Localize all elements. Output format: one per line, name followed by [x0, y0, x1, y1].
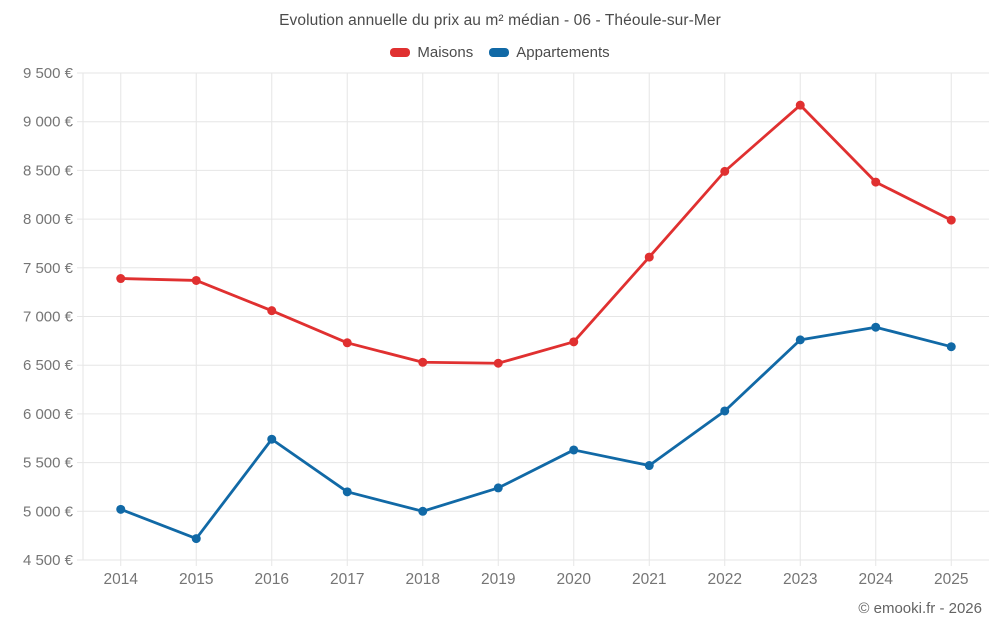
appartements-swatch-icon	[489, 48, 510, 57]
series-line-appartements	[119, 325, 953, 540]
data-point-appartements	[871, 322, 881, 332]
x-axis-tick-label: 2022	[708, 571, 742, 588]
y-axis-tick-label: 5 000 €	[23, 503, 74, 520]
data-point-maisons	[795, 100, 805, 110]
y-axis-tick-label: 7 000 €	[23, 309, 74, 326]
data-point-maisons	[493, 358, 503, 368]
x-axis-tick-label: 2021	[632, 571, 666, 588]
data-point-appartements	[720, 406, 730, 416]
y-axis-tick-label: 9 000 €	[23, 114, 74, 131]
y-axis-tick-label: 6 000 €	[23, 406, 74, 423]
legend-item-maisons[interactable]: Maisons	[390, 44, 473, 61]
data-point-maisons	[946, 215, 956, 225]
data-point-maisons	[342, 338, 352, 348]
legend-label-maisons: Maisons	[417, 44, 474, 61]
data-point-appartements	[493, 483, 503, 493]
data-point-appartements	[342, 487, 352, 497]
x-axis-tick-label: 2017	[330, 571, 364, 588]
data-point-maisons	[644, 252, 654, 262]
data-point-maisons	[871, 177, 881, 187]
x-axis-tick-label: 2016	[255, 571, 289, 588]
data-point-appartements	[116, 504, 126, 514]
data-point-maisons	[191, 275, 201, 285]
legend-item-appartements[interactable]: Appartements	[489, 44, 610, 61]
y-axis-tick-label: 6 500 €	[23, 357, 74, 374]
y-axis-tick-label: 8 000 €	[23, 211, 74, 228]
series-line-maisons	[119, 103, 953, 365]
data-point-appartements	[644, 461, 654, 471]
data-point-appartements	[795, 335, 805, 345]
data-point-appartements	[418, 506, 428, 516]
x-axis-tick-label: 2025	[934, 571, 968, 588]
x-axis-tick-label: 2015	[179, 571, 213, 588]
x-axis-tick-label: 2023	[783, 571, 817, 588]
x-axis-tick-label: 2014	[104, 571, 139, 588]
data-point-maisons	[418, 357, 428, 367]
maisons-swatch-icon	[390, 48, 411, 57]
x-axis-tick-label: 2018	[406, 571, 440, 588]
y-axis-tick-label: 9 500 €	[23, 65, 74, 82]
data-point-maisons	[116, 274, 126, 284]
y-axis-tick-label: 5 500 €	[23, 455, 74, 472]
data-point-maisons	[720, 166, 730, 176]
data-point-appartements	[267, 434, 277, 444]
x-axis-tick-label: 2020	[557, 571, 592, 588]
data-point-appartements	[569, 445, 579, 455]
chart-legend: Maisons Appartements	[0, 44, 1000, 61]
y-axis-tick-label: 7 500 €	[23, 260, 74, 277]
y-axis-tick-label: 8 500 €	[23, 162, 74, 179]
x-axis-tick-label: 2019	[481, 571, 515, 588]
data-point-appartements	[946, 342, 956, 352]
data-point-maisons	[267, 306, 277, 316]
footer-credit: © emooki.fr - 2026	[858, 600, 982, 617]
y-axis-tick-label: 4 500 €	[23, 552, 74, 569]
x-axis-tick-label: 2024	[859, 571, 894, 588]
legend-label-appartements: Appartements	[516, 44, 610, 61]
data-point-appartements	[191, 534, 201, 544]
chart-title: Evolution annuelle du prix au m² médian …	[279, 12, 721, 29]
data-point-maisons	[569, 337, 579, 347]
